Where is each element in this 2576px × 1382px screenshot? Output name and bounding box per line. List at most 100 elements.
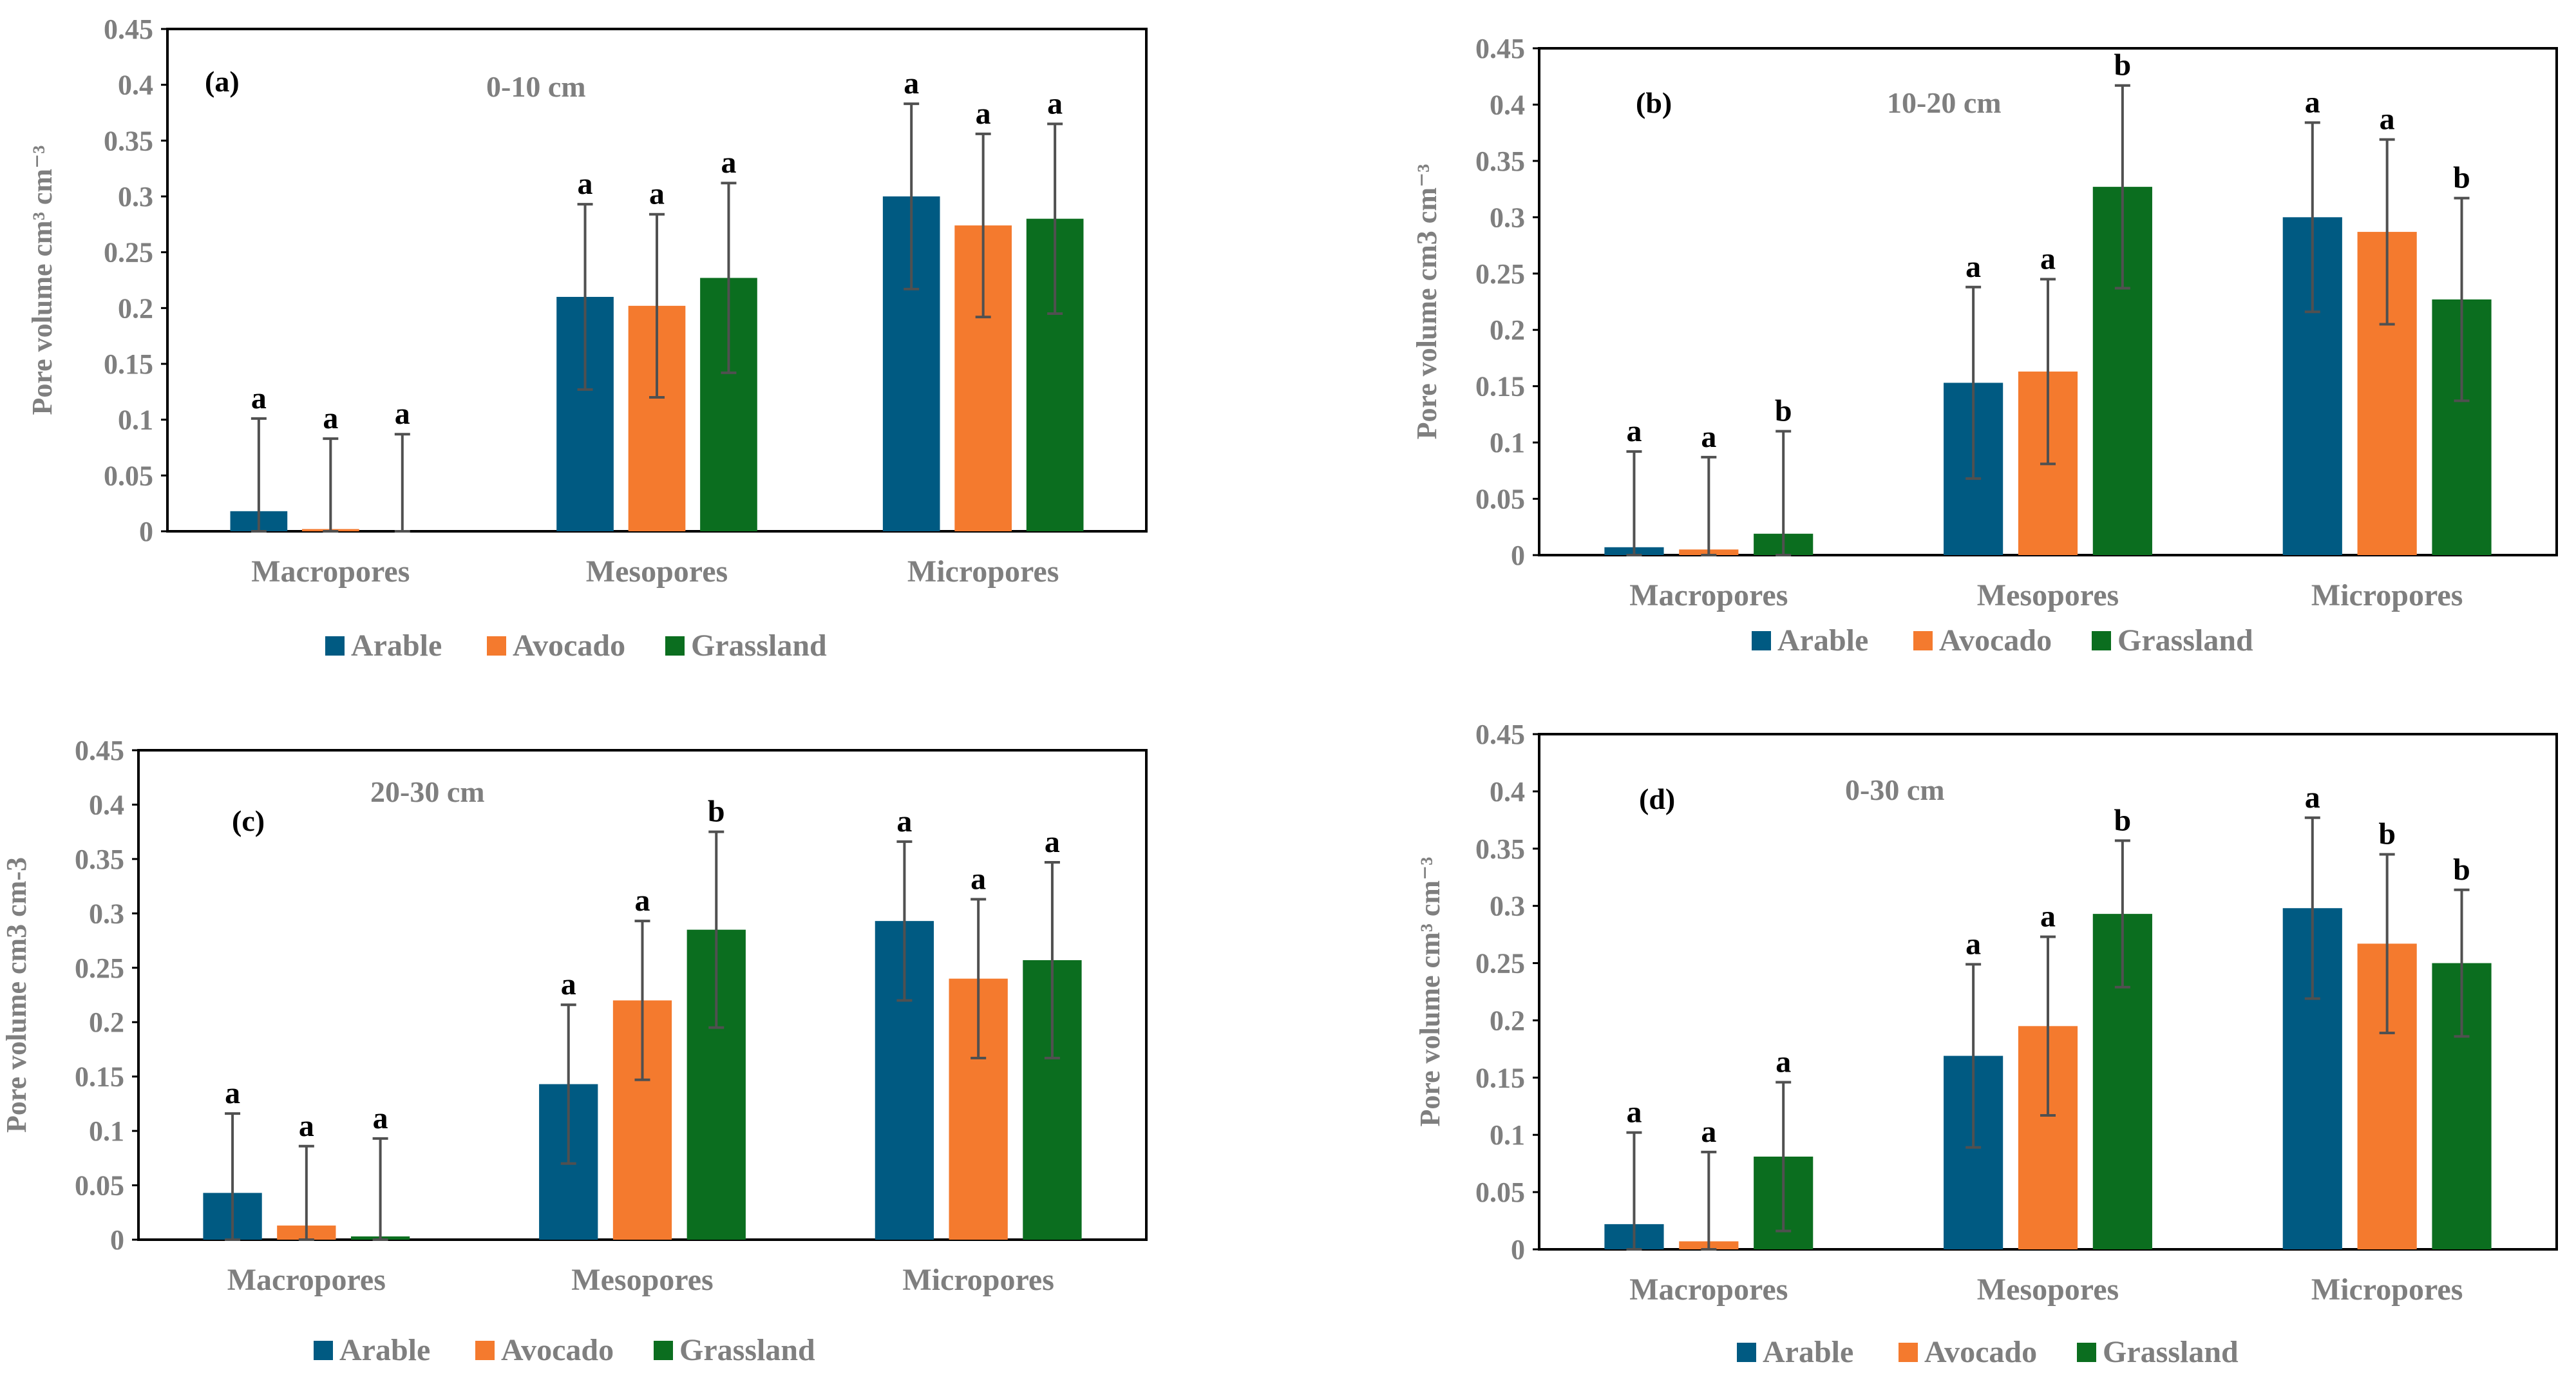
y-tick-label: 0.45 bbox=[104, 14, 153, 45]
legend-label-grassland: Grassland bbox=[2117, 623, 2253, 658]
depth-label: 0-30 cm bbox=[1845, 773, 1945, 806]
chart-panel-b: 0 0.05 0.1 0.15 0.2 0.25 0.3 0.35 0.4 0.45 Pore vo… bbox=[1411, 33, 2558, 658]
y-tick-label: 0.45 bbox=[1475, 719, 1525, 750]
significance-letter: a bbox=[225, 1076, 240, 1110]
legend-swatch-grassland bbox=[2077, 1343, 2096, 1362]
x-category-label: Micropores bbox=[2311, 1273, 2463, 1307]
y-tick-label: 0.1 bbox=[118, 404, 153, 436]
y-axis-label: Pore volume cm3 cm-3 bbox=[1, 857, 32, 1133]
legend-label-grassland: Grassland bbox=[691, 629, 827, 663]
legend-label-grassland: Grassland bbox=[679, 1333, 815, 1367]
chart-panel-a: 0 0.05 0.1 0.15 0.2 0.25 0.3 0.35 0.4 0.45 Pore vo… bbox=[26, 14, 1148, 663]
y-tick-label: 0 bbox=[1511, 540, 1525, 571]
legend-label-arable: Arable bbox=[1763, 1335, 1853, 1369]
y-tick-label: 0.35 bbox=[1475, 146, 1525, 177]
legend-swatch-arable bbox=[325, 636, 345, 656]
significance-letter: b bbox=[2114, 48, 2132, 82]
y-tick-label: 0.15 bbox=[104, 348, 153, 380]
significance-letter: a bbox=[1701, 420, 1716, 454]
y-tick-label: 0.4 bbox=[118, 70, 153, 101]
y-tick-label: 0.3 bbox=[118, 181, 153, 213]
significance-letter: a bbox=[635, 884, 650, 918]
significance-letter: a bbox=[1626, 1095, 1642, 1130]
y-tick-label: 0.35 bbox=[104, 125, 153, 156]
depth-label: 0-10 cm bbox=[486, 70, 586, 103]
legend-label-arable: Arable bbox=[1777, 623, 1868, 658]
y-tick-label: 0.4 bbox=[1490, 89, 1525, 120]
panel-label: (b) bbox=[1636, 86, 1672, 119]
legend-label-avocado: Avocado bbox=[513, 629, 625, 663]
legend-swatch-avocado bbox=[475, 1341, 495, 1360]
legend-label-avocado: Avocado bbox=[1939, 623, 2052, 658]
y-tick-label: 0.25 bbox=[1475, 258, 1525, 290]
legend-swatch-avocado bbox=[1899, 1343, 1918, 1362]
panel-label: (d) bbox=[1639, 782, 1675, 815]
significance-letter: a bbox=[2380, 102, 2395, 137]
y-tick-label: 0 bbox=[110, 1224, 124, 1256]
significance-letter: a bbox=[1047, 86, 1063, 120]
significance-letter: a bbox=[896, 804, 912, 838]
chart-panel-d: 0 0.05 0.1 0.15 0.2 0.25 0.3 0.35 0.4 0.45 Pore vo… bbox=[1414, 719, 2558, 1369]
significance-letter: a bbox=[904, 66, 919, 100]
significance-letter: a bbox=[578, 167, 593, 201]
significance-letter: a bbox=[649, 177, 665, 211]
significance-letter: a bbox=[1045, 825, 1060, 859]
x-category-label: Micropores bbox=[2311, 578, 2463, 612]
y-tick-label: 0 bbox=[139, 516, 153, 547]
significance-letter: a bbox=[1965, 927, 1981, 961]
y-tick-label: 0 bbox=[1511, 1234, 1525, 1265]
legend-swatch-arable bbox=[314, 1341, 333, 1360]
y-tick-label: 0.1 bbox=[1490, 427, 1525, 459]
x-category-label: Micropores bbox=[902, 1263, 1054, 1297]
significance-letter: b bbox=[2453, 161, 2470, 195]
significance-letter: a bbox=[1626, 414, 1642, 448]
legend-label-arable: Arable bbox=[351, 629, 442, 663]
y-tick-label: 0.15 bbox=[1475, 371, 1525, 402]
legend-swatch-avocado bbox=[487, 636, 506, 656]
y-axis-label: Pore volume cm3 cm⁻³ bbox=[1411, 164, 1443, 440]
y-tick-label: 0.1 bbox=[1490, 1119, 1525, 1151]
y-tick-label: 0.05 bbox=[75, 1170, 124, 1202]
legend-label-avocado: Avocado bbox=[501, 1333, 614, 1367]
legend-swatch-grassland bbox=[654, 1341, 673, 1360]
significance-letter: a bbox=[1776, 1045, 1791, 1079]
y-tick-label: 0.15 bbox=[75, 1061, 124, 1093]
significance-letter: b bbox=[2453, 853, 2470, 887]
significance-letter: a bbox=[2040, 242, 2056, 276]
x-category-label: Macropores bbox=[1629, 1273, 1788, 1307]
y-tick-label: 0.1 bbox=[89, 1115, 124, 1147]
legend-swatch-avocado bbox=[1913, 631, 1933, 650]
y-axis-label: Pore volume cm³ cm⁻³ bbox=[26, 146, 58, 415]
x-category-label: Macropores bbox=[1629, 578, 1788, 612]
significance-letter: a bbox=[2040, 900, 2056, 934]
x-category-label: Mesopores bbox=[1977, 1273, 2119, 1307]
significance-letter: a bbox=[721, 146, 736, 180]
significance-letter: a bbox=[1965, 250, 1981, 284]
significance-letter: a bbox=[976, 97, 991, 131]
y-tick-label: 0.35 bbox=[1475, 833, 1525, 865]
significance-letter: b bbox=[1775, 394, 1792, 428]
y-tick-label: 0.3 bbox=[89, 898, 124, 929]
legend-label-avocado: Avocado bbox=[1924, 1335, 2037, 1369]
legend-swatch-arable bbox=[1737, 1343, 1756, 1362]
x-category-label: Macropores bbox=[251, 554, 410, 589]
y-tick-label: 0.45 bbox=[1475, 33, 1525, 64]
y-tick-label: 0.35 bbox=[75, 844, 124, 875]
x-category-label: Mesopores bbox=[586, 554, 728, 589]
y-tick-label: 0.2 bbox=[1490, 314, 1525, 346]
panel-label: (c) bbox=[232, 804, 265, 837]
significance-letter: a bbox=[1701, 1115, 1716, 1149]
significance-letter: a bbox=[2305, 781, 2320, 815]
legend-label-grassland: Grassland bbox=[2103, 1335, 2239, 1369]
legend-label-arable: Arable bbox=[339, 1333, 430, 1367]
y-tick-label: 0.15 bbox=[1475, 1062, 1525, 1093]
x-category-label: Micropores bbox=[907, 554, 1059, 589]
x-category-label: Mesopores bbox=[571, 1263, 713, 1297]
depth-label: 10-20 cm bbox=[1887, 86, 2002, 119]
significance-letter: a bbox=[251, 381, 267, 415]
legend-swatch-arable bbox=[1752, 631, 1771, 650]
y-tick-label: 0.45 bbox=[75, 735, 124, 766]
x-category-label: Mesopores bbox=[1977, 578, 2119, 612]
y-tick-label: 0.25 bbox=[75, 952, 124, 984]
